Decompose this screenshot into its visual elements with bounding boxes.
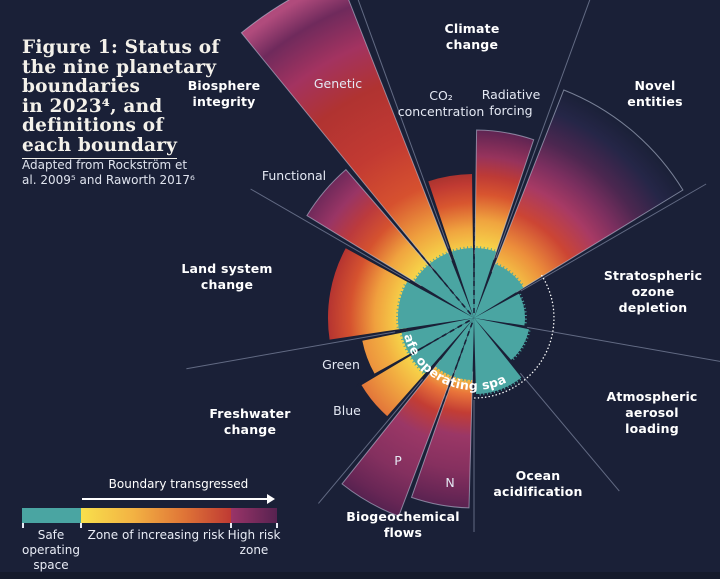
label-stratospheric-ozone-depletion: Stratospheric ozone depletion <box>603 268 703 315</box>
legend-high-risk-label: High risk zone <box>227 528 281 557</box>
label-blue: Blue <box>333 403 361 418</box>
legend-risk-gradient <box>81 508 231 523</box>
label-climate-change: Climate change <box>444 21 500 52</box>
label-phosphorus: P <box>394 453 402 468</box>
label-co2-concentration: CO₂ concentration <box>397 88 485 119</box>
legend-arrow-label: Boundary transgressed <box>108 477 249 491</box>
label-biosphere-integrity: Biosphere integrity <box>187 78 261 109</box>
label-radiative-forcing: Radiative forcing <box>481 87 541 118</box>
figure-title: Figure 1: Status of the nine planetary b… <box>22 37 252 159</box>
label-ocean-acidification: Ocean acidification <box>493 468 583 499</box>
legend-high-risk-segment <box>231 508 277 523</box>
label-land-system-change: Land system change <box>181 261 273 292</box>
title-line: Figure 1: Status of <box>22 37 220 58</box>
label-biogeochemical-flows: Biogeochemical flows <box>346 509 460 540</box>
label-freshwater-change: Freshwater change <box>209 406 291 437</box>
label-novel-entities: Novel entities <box>627 78 683 109</box>
label-genetic: Genetic <box>313 76 363 91</box>
legend-tick <box>230 523 232 528</box>
legend-color-bar <box>22 508 277 523</box>
label-atmospheric-aerosol-loading: Atmospheric aerosol loading <box>606 389 698 436</box>
title-line: the nine planetary <box>22 56 217 78</box>
label-green: Green <box>322 357 360 372</box>
right-arrow-icon <box>82 494 275 504</box>
title-line: boundaries <box>22 76 141 97</box>
title-line: definitions of <box>22 115 164 136</box>
label-nitrogen: N <box>445 475 455 490</box>
title-line-underlined: each boundary <box>22 134 252 159</box>
legend-risk-label: Zone of increasing risk <box>87 528 225 542</box>
source-line: Adapted from Rockström et <box>22 158 188 172</box>
legend-safe-label: Safe operating space <box>22 528 80 572</box>
legend-tick <box>80 523 82 528</box>
bottom-edge-strip <box>0 572 720 579</box>
label-functional: Functional <box>261 168 327 183</box>
legend-tick <box>22 523 24 528</box>
legend-safe-segment <box>22 508 81 523</box>
title-line: in 2023⁴, and <box>22 95 163 117</box>
source-line: al. 2009⁵ and Raworth 2017⁶ <box>22 172 195 187</box>
source-note: Adapted from Rockström et al. 2009⁵ and … <box>22 158 212 187</box>
legend-tick <box>276 523 278 528</box>
